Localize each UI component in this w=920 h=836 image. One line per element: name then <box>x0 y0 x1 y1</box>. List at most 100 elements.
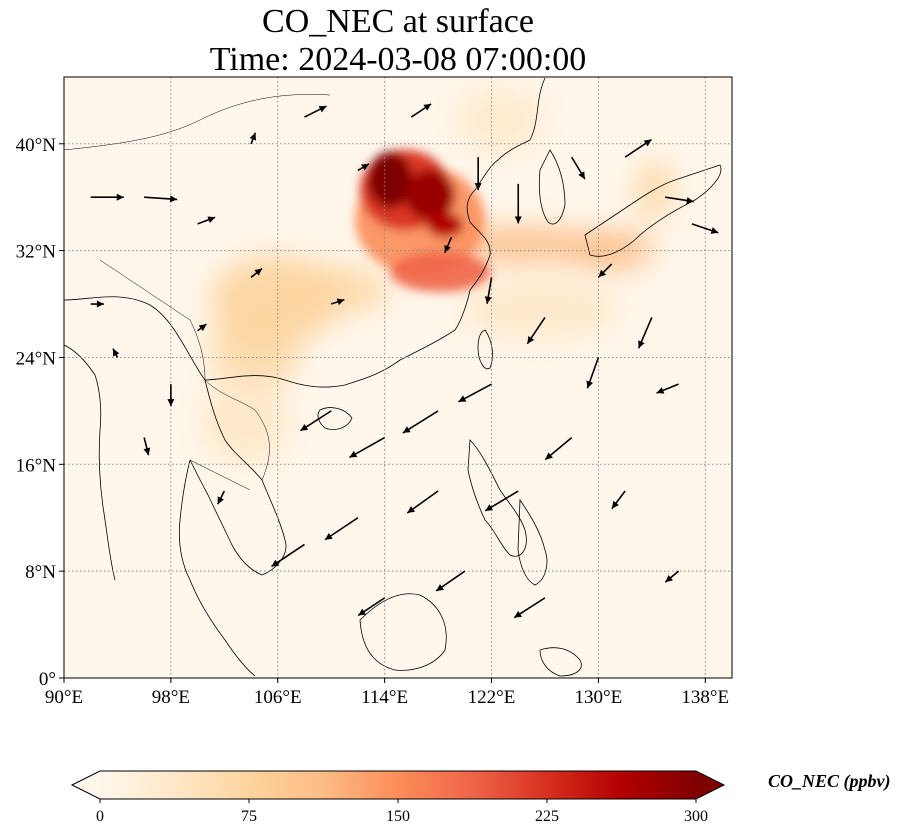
wind-arrow <box>249 132 257 145</box>
wind-arrow <box>410 103 432 118</box>
colorbar-ticks: 0 75 150 225 300 <box>96 799 708 825</box>
colorbar-tick-label: 300 <box>684 808 708 825</box>
wind-arrow <box>250 267 263 278</box>
wind-arrow <box>656 383 679 394</box>
coast-korea <box>538 149 566 225</box>
wind-arrow <box>144 195 178 203</box>
wind-arrow <box>330 298 345 306</box>
wind-vectors <box>90 103 719 619</box>
colorbar-extend-min <box>72 771 100 799</box>
tick-label-lon: 90°E <box>45 687 83 708</box>
plume-japan <box>565 230 655 270</box>
wind-arrow <box>624 138 652 158</box>
country-borders <box>64 94 331 491</box>
wind-arrow <box>324 517 359 541</box>
hotspot-shandong <box>405 170 455 220</box>
wind-arrow <box>90 193 124 201</box>
wind-arrow <box>484 490 519 512</box>
wind-arrow <box>406 490 439 514</box>
tick-label-lon: 122°E <box>468 687 516 708</box>
coast-japan <box>584 164 722 257</box>
map-title: CO_NEC at surface <box>262 3 534 40</box>
coast-malay-peninsula <box>178 459 256 677</box>
wind-arrow <box>474 157 482 191</box>
wind-arrow <box>665 196 694 204</box>
plume-bohai <box>455 85 545 155</box>
tick-label-lon: 98°E <box>152 687 190 708</box>
wind-arrow <box>90 300 104 308</box>
plume-central-china <box>270 265 390 315</box>
tick-label-lat: 16°N <box>16 455 57 476</box>
colorbar-label: CO_NEC (ppbv) <box>768 771 891 791</box>
colorbar-tick-label: 0 <box>96 808 104 825</box>
hotspot-hebei <box>368 152 412 208</box>
colorbar: 0 75 150 225 300 <box>70 770 726 825</box>
border-mongolia <box>64 94 331 151</box>
wind-arrow <box>611 490 626 510</box>
wind-arrow <box>197 216 216 225</box>
wind-arrow <box>299 410 332 432</box>
hotspot-jiangsu <box>427 213 463 237</box>
border-tibet-south <box>99 259 206 381</box>
wind-arrow <box>112 348 120 358</box>
hotspot-yangtze <box>390 252 490 292</box>
tick-label-lat: 24°N <box>16 348 57 369</box>
wind-arrow <box>597 263 613 278</box>
plume-honshu <box>635 160 675 220</box>
wind-arrow <box>435 570 466 592</box>
wind-arrow <box>217 490 226 505</box>
coast-china-mainland <box>64 77 546 388</box>
colorbar-body <box>100 771 696 799</box>
coast-borneo <box>359 593 447 671</box>
map-timestamp: Time: 2024-03-08 07:00:00 <box>209 41 587 78</box>
co-hotspots <box>355 150 490 292</box>
wind-arrow <box>544 436 573 461</box>
map-area[interactable] <box>64 77 732 678</box>
tick-label-lon: 138°E <box>681 687 729 708</box>
tick-label-lon: 106°E <box>254 687 302 708</box>
wind-arrow <box>349 436 386 459</box>
co-concentration-field <box>200 85 675 465</box>
border-cambodia <box>189 459 251 491</box>
wind-arrow <box>271 543 305 568</box>
plume-indochina <box>200 375 290 465</box>
longitude-ticks: 90°E 98°E 106°E 114°E 122°E 130°E 138°E <box>45 678 729 708</box>
wind-arrow <box>167 384 175 407</box>
wind-arrow <box>514 183 522 224</box>
coast-philippines <box>467 439 527 557</box>
latitude-ticks: 0° 8°N 16°N 24°N 32°N 40°N <box>16 135 64 690</box>
wind-arrow <box>691 223 719 234</box>
coast-taiwan <box>477 329 493 370</box>
wind-arrow <box>526 316 546 345</box>
wind-arrow <box>637 317 653 349</box>
coast-myanmar <box>64 344 116 581</box>
wind-arrow <box>402 410 439 434</box>
border-laos <box>204 379 270 481</box>
tick-label-lon: 130°E <box>575 687 623 708</box>
tick-label-lon: 114°E <box>361 687 408 708</box>
tick-label-lat: 0° <box>39 669 56 690</box>
coast-sulawesi <box>539 647 582 677</box>
coast-mindanao <box>517 498 548 586</box>
coastlines <box>64 77 722 677</box>
map-frame <box>63 76 733 679</box>
plume-pacific <box>460 280 620 340</box>
tick-label-lat: 32°N <box>16 242 57 263</box>
wind-arrow <box>664 570 680 583</box>
colorbar-tick-label: 75 <box>241 808 257 825</box>
wind-arrow <box>197 323 207 332</box>
wind-arrow <box>570 156 586 180</box>
gridlines <box>64 77 732 678</box>
colorbar-extend-max <box>696 771 724 799</box>
tick-label-lat: 8°N <box>25 562 56 583</box>
wind-arrow <box>458 383 492 403</box>
wind-arrow <box>304 105 327 118</box>
wind-arrow <box>143 437 151 456</box>
colorbar-tick-label: 225 <box>535 808 559 825</box>
wind-arrow <box>357 597 386 617</box>
tick-label-lat: 40°N <box>16 135 57 156</box>
wind-arrow <box>357 163 370 172</box>
wind-arrow <box>444 236 453 253</box>
wind-arrow <box>513 597 546 619</box>
